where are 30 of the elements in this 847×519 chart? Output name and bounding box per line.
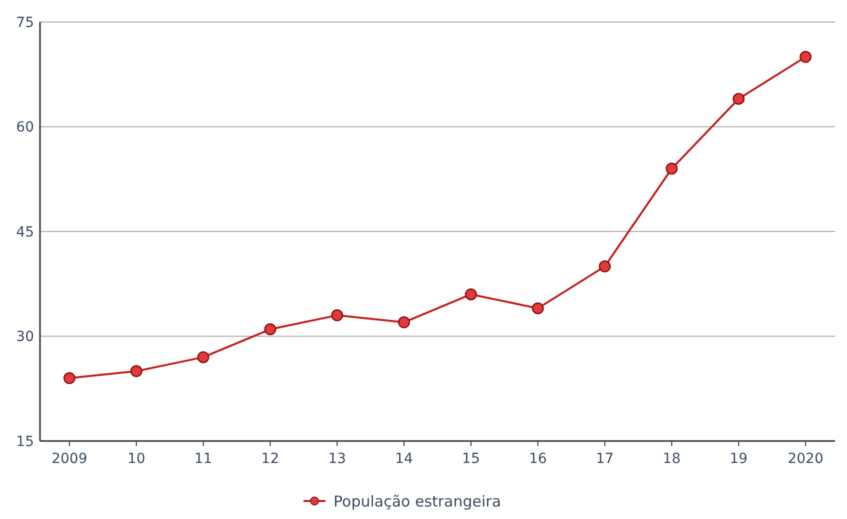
point [197,351,210,364]
x-tick-label: 15 [462,451,480,467]
x-tick-label: 13 [328,451,346,467]
x-tick-label: 17 [596,451,614,467]
y-tick-label: 45 [16,224,34,240]
y-tick-label: 15 [16,434,34,450]
point [331,309,344,322]
point [800,50,812,63]
x-tick-label: 16 [528,451,547,467]
x-tick-label: 2020 [788,451,824,467]
x-tick-label: 11 [194,451,212,467]
x-tick-label: 12 [261,451,280,467]
point [598,260,611,272]
point [532,302,544,314]
x-tick-label: 19 [730,451,748,467]
x-tick-label: 10 [127,451,146,467]
y-tick-label: 30 [16,329,34,346]
legend-label: População estrangeira [334,492,502,510]
x-tick-label: 18 [662,451,681,467]
x-tick-label: 14 [395,451,414,467]
point [464,288,477,300]
point [398,316,410,328]
point [732,92,745,105]
y-tick-label: 75 [16,14,34,31]
point [130,365,142,378]
point [63,372,76,384]
y-tick-label: 60 [16,120,34,136]
x-tick-label: 2009 [52,451,88,467]
point [264,323,276,336]
point [666,162,678,175]
